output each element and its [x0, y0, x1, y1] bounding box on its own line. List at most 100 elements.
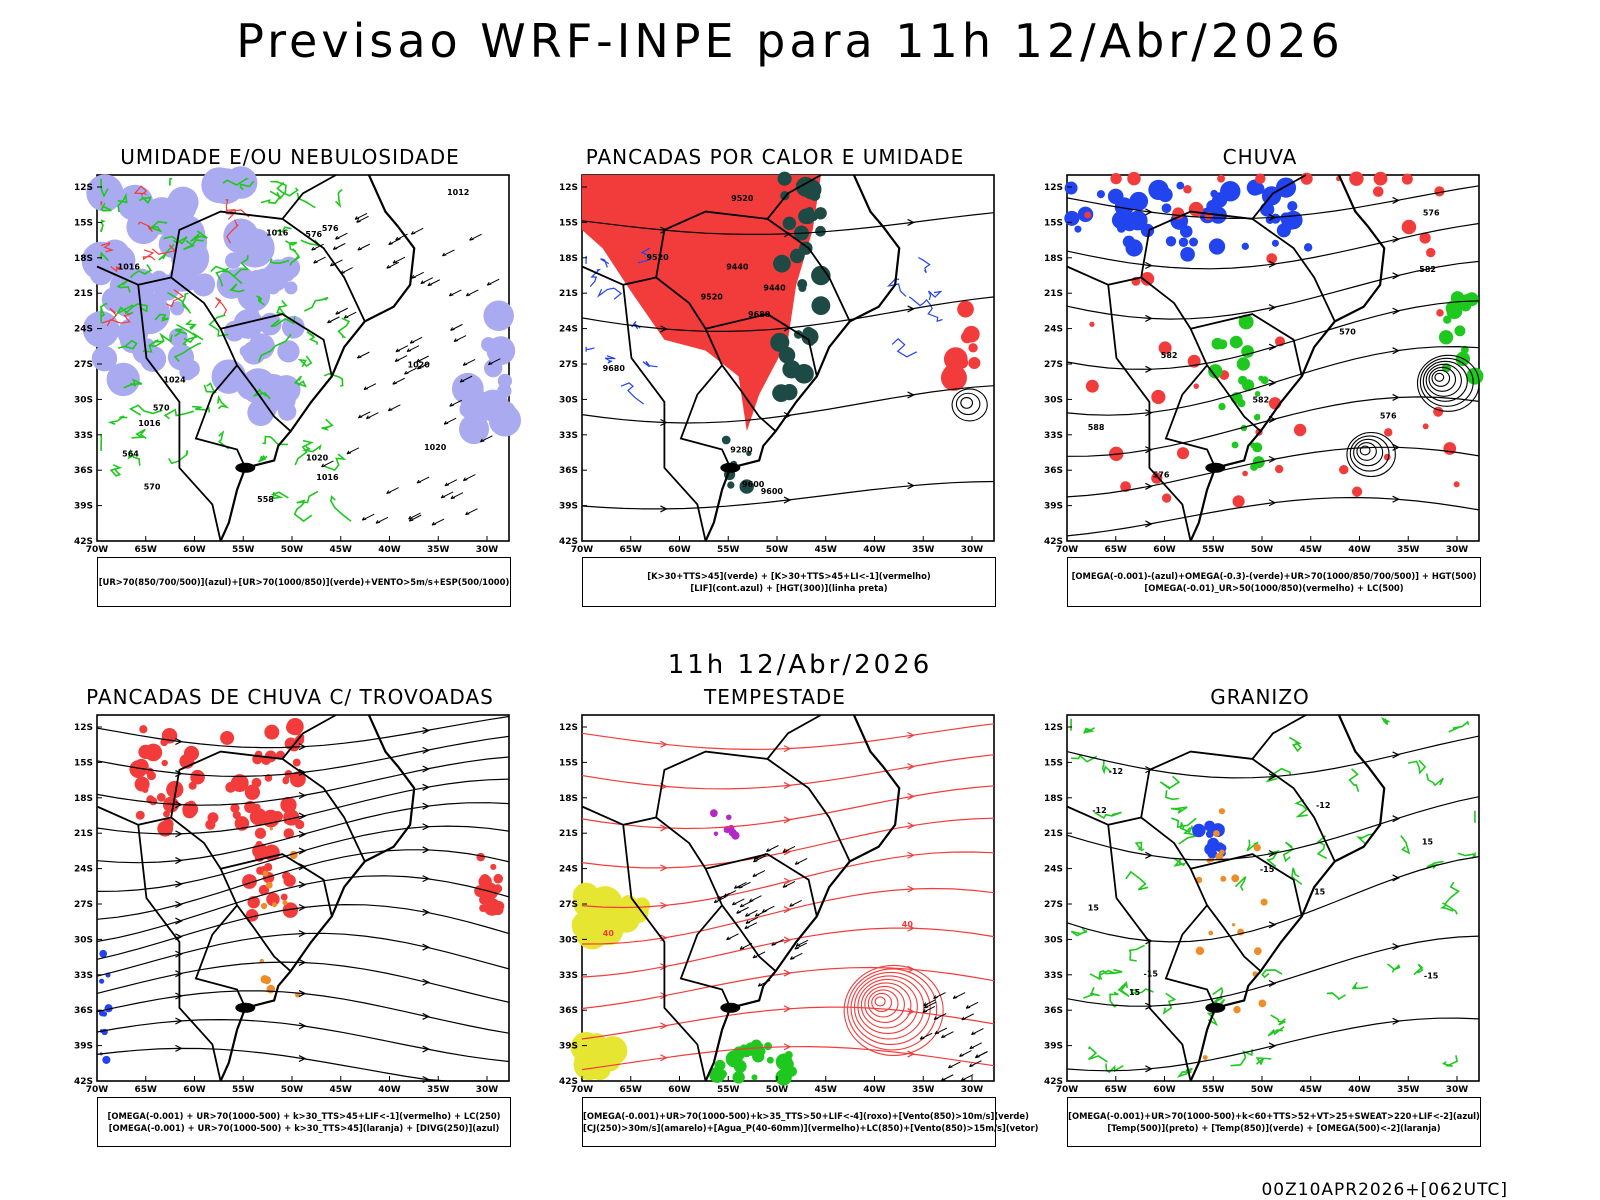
lat-tick-label: 24S: [74, 865, 93, 875]
thunderstorm-area: [232, 810, 241, 820]
wind-vector: [733, 881, 747, 889]
wind-vector: [961, 1013, 974, 1021]
humidity-low-contour: [174, 328, 187, 337]
wind-vector: [757, 979, 771, 987]
rain-area: [1443, 442, 1457, 455]
strong-omega: [1250, 442, 1257, 449]
contour-label: 9280: [730, 445, 753, 454]
convective-area: [770, 332, 790, 352]
temp-850-contour: [1125, 870, 1149, 891]
streamline: [96, 1047, 509, 1082]
thunderstorm-area: [220, 730, 235, 745]
lif-contour: [637, 247, 651, 264]
height-contour: [951, 388, 988, 422]
humidity-low-contour: [142, 339, 164, 353]
flow-arrow: [1268, 499, 1277, 507]
lon-tick-label: 60W: [668, 545, 691, 555]
humidity-low-contour: [258, 333, 292, 363]
wind-vector: [940, 1031, 954, 1039]
flow-arrow: [298, 768, 307, 776]
lat-tick-label: 42S: [559, 537, 578, 547]
wind-vector: [357, 243, 371, 251]
lat-tick-label: 15S: [74, 758, 93, 768]
lat-tick-label: 30S: [559, 935, 578, 945]
lat-tick-label: 24S: [1044, 865, 1063, 875]
lat-tick-label: 12S: [74, 723, 93, 733]
wind-vector: [448, 289, 462, 297]
rain-area: [1275, 464, 1284, 474]
omega-area: [1212, 192, 1228, 208]
border-line: [281, 174, 337, 220]
temp-850-contour: [1351, 981, 1368, 990]
strong-omega: [1254, 413, 1261, 420]
humidity-upper: [277, 340, 300, 363]
border-line: [1066, 805, 1262, 972]
flow-arrow: [1145, 365, 1153, 373]
flow-arrow: [907, 1008, 915, 1016]
contour-label: 9520: [731, 194, 754, 203]
rain-area: [1436, 309, 1444, 317]
lon-tick-label: 35W: [1397, 1085, 1420, 1095]
temp-850-contour: [1381, 716, 1391, 726]
flow-arrow: [783, 745, 792, 753]
lon-tick-label: 45W: [1300, 545, 1323, 555]
flow-arrow: [660, 824, 668, 832]
humidity-low-contour: [173, 342, 202, 363]
lon-tick-label: 55W: [1202, 1085, 1225, 1095]
humidity-low-contour: [168, 177, 173, 186]
convective-area: [814, 207, 827, 220]
panel-title: PANCADAS POR CALOR E UMIDADE: [585, 145, 965, 169]
omega-area: [1179, 225, 1193, 238]
thunderstorm-area: [490, 863, 497, 871]
strong-omega: [1443, 315, 1452, 324]
contour-label: 40: [902, 920, 914, 929]
contour-label: 15: [1314, 887, 1326, 896]
lat-tick-label: 27S: [559, 360, 578, 370]
flow-arrow: [1268, 213, 1277, 221]
flow-arrow: [783, 1043, 792, 1051]
humidity-low-contour: [289, 248, 301, 266]
lon-tick-label: 40W: [378, 1085, 401, 1095]
thickness-contour: [166, 289, 185, 308]
temp-850-contour: [1348, 768, 1360, 792]
flow-arrow: [422, 875, 430, 883]
lc-850-contour: [581, 927, 995, 978]
convective-area: [794, 364, 814, 384]
hail-area: [1205, 830, 1214, 839]
height-contour: [1422, 360, 1468, 402]
run-info: 00Z10APR2026+[062UTC]: [1261, 1180, 1508, 1200]
humidity-low-contour: [303, 296, 329, 312]
wind-vector: [462, 358, 476, 366]
humidity-upper: [271, 375, 301, 404]
flow-arrow: [1392, 751, 1400, 759]
flow-arrow: [422, 746, 430, 754]
flow-arrow: [783, 969, 792, 977]
convective-area: [746, 450, 752, 457]
wind-vector: [443, 417, 457, 425]
thunderstorm-area: [163, 810, 170, 818]
lat-tick-label: 33S: [1044, 431, 1063, 441]
omega-area: [1122, 235, 1136, 248]
lat-tick-label: 27S: [74, 900, 93, 910]
temp-850-contour: [1413, 963, 1424, 976]
panel-pancadas-calor: PANCADAS POR CALOR E UMIDADE 9680 9680 960…: [540, 145, 1010, 625]
lif-contour: [585, 346, 595, 352]
thickness-contour: [214, 297, 228, 315]
convective-area: [811, 265, 831, 286]
contour-label: 15: [1129, 988, 1141, 997]
wind-vector: [335, 307, 348, 315]
wind-vector: [969, 1060, 982, 1068]
strong-omega: [1218, 402, 1226, 411]
wind-vector: [357, 411, 371, 419]
lat-tick-label: 33S: [74, 431, 93, 441]
border-line: [220, 313, 333, 377]
wind-vector: [410, 227, 424, 235]
thunderstorm-area: [292, 758, 301, 767]
wind-850-area: [783, 1058, 794, 1070]
wind-850-area: [718, 1069, 727, 1079]
humidity-low-contour: [256, 295, 265, 306]
lat-tick-label: 18S: [1044, 254, 1063, 264]
rain-area: [1419, 232, 1431, 244]
lat-tick-label: 27S: [559, 900, 578, 910]
convective-area: [811, 296, 831, 316]
